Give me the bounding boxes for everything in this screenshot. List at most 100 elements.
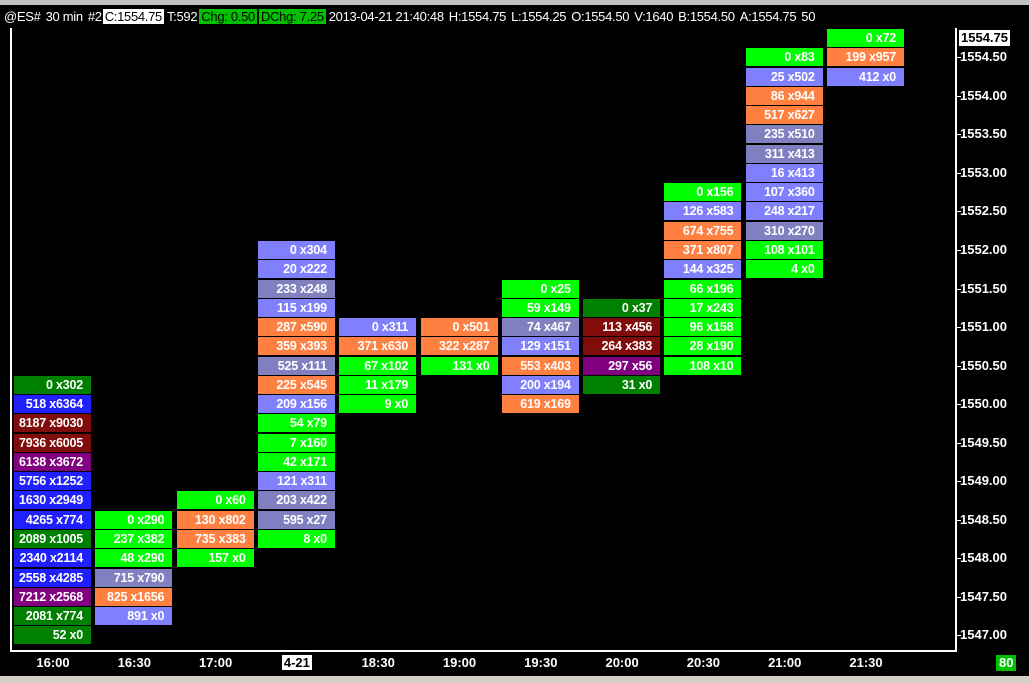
price-label: 1554.00 xyxy=(960,87,1007,103)
footprint-cell: 20 x222 xyxy=(257,260,335,279)
price-tick xyxy=(957,249,961,251)
footprint-chart-area[interactable] xyxy=(10,28,957,652)
footprint-cell: 144 x325 xyxy=(664,260,742,279)
footprint-cell: 11 x179 xyxy=(339,375,417,394)
price-label: 1554.50 xyxy=(960,49,1007,65)
price-label: 1551.50 xyxy=(960,280,1007,296)
footprint-cell: 200 x194 xyxy=(501,375,579,394)
footprint-cell: 86 x944 xyxy=(745,86,823,105)
price-tick xyxy=(957,288,961,290)
footprint-cell: 287 x590 xyxy=(257,318,335,337)
price-tick xyxy=(957,481,961,483)
time-label: 21:30 xyxy=(849,655,883,670)
footprint-cell: 0 x72 xyxy=(827,29,904,47)
price-tick xyxy=(957,635,961,637)
footprint-cell: 735 x383 xyxy=(176,530,254,549)
horizontal-scrollbar[interactable] xyxy=(0,676,1029,683)
footprint-cell: 237 x382 xyxy=(95,530,173,549)
footprint-cell: 54 x79 xyxy=(257,414,335,433)
price-tick xyxy=(957,596,961,598)
footprint-cell: 0 x304 xyxy=(257,240,335,259)
footprint-cell: 311 x413 xyxy=(745,144,823,163)
close-price: C:1554.75 xyxy=(102,8,164,24)
ask: A:1554.75 xyxy=(739,8,797,24)
price-label: 1553.50 xyxy=(960,126,1007,142)
footprint-cell: 0 x37 xyxy=(583,298,661,317)
price-tick xyxy=(957,519,961,521)
footprint-cell: 42 x171 xyxy=(257,452,335,471)
truncated-text: 50 xyxy=(801,8,816,24)
price-tick xyxy=(957,172,961,174)
datetime: 2013-04-21 21:40:48 xyxy=(328,8,444,24)
footprint-cell: 2558 x4285 xyxy=(14,568,91,587)
chart-number: #2 xyxy=(87,8,102,24)
footprint-cell: 0 x156 xyxy=(664,183,742,202)
footprint-cell: 108 x10 xyxy=(664,356,742,375)
footprint-cell: 7936 x6005 xyxy=(14,433,91,452)
chart-status-bar: @ES# 30 min #2 C:1554.75 T:592 Chg: 0.50… xyxy=(0,5,958,27)
window-top-border xyxy=(0,0,1029,5)
footprint-cell: 115 x199 xyxy=(257,298,335,317)
footprint-cell: 1630 x2949 xyxy=(14,491,91,510)
footprint-cell: 310 x270 xyxy=(745,221,823,240)
footprint-cell: 0 x302 xyxy=(14,375,91,394)
symbol: @ES# xyxy=(4,8,41,24)
footprint-cell: 225 x545 xyxy=(257,375,335,394)
open: O:1554.50 xyxy=(571,8,630,24)
bid: B:1554.50 xyxy=(678,8,735,24)
footprint-cell: 0 x311 xyxy=(339,318,417,337)
footprint-cell: 619 x169 xyxy=(501,395,579,414)
price-tick xyxy=(957,365,961,367)
price-label: 1550.00 xyxy=(960,396,1007,412)
footprint-cell: 96 x158 xyxy=(664,318,742,337)
price-label: 1548.50 xyxy=(960,511,1007,527)
daily-change: DChg: 7.25 xyxy=(258,8,326,24)
ticks: T:592 xyxy=(166,8,198,24)
footprint-cell: 157 x0 xyxy=(176,549,254,568)
price-tick xyxy=(957,558,961,560)
bar-count-badge: 80 xyxy=(996,655,1017,671)
footprint-cell: 4265 x774 xyxy=(14,510,91,529)
time-label: 4-21 xyxy=(281,655,312,670)
price-label: 1548.00 xyxy=(960,550,1007,566)
interval: 30 min xyxy=(45,8,84,24)
footprint-cell: 525 x111 xyxy=(257,356,335,375)
footprint-cell: 199 x957 xyxy=(827,48,904,67)
price-tick xyxy=(957,404,961,406)
footprint-cell: 674 x755 xyxy=(664,221,742,240)
footprint-cell: 107 x360 xyxy=(745,183,823,202)
price-label: 1552.00 xyxy=(960,241,1007,257)
footprint-cell: 52 x0 xyxy=(14,626,91,645)
footprint-cell: 359 x393 xyxy=(257,337,335,356)
footprint-cell: 108 x101 xyxy=(745,240,823,259)
price-label: 1549.50 xyxy=(960,434,1007,450)
footprint-cell: 7 x160 xyxy=(257,433,335,452)
footprint-cell: 7212 x2568 xyxy=(14,587,91,606)
footprint-cell: 412 x0 xyxy=(827,67,904,86)
price-label: 1547.00 xyxy=(960,627,1007,643)
footprint-cell: 59 x149 xyxy=(501,298,579,317)
footprint-cell: 9 x0 xyxy=(339,395,417,414)
footprint-cell: 264 x383 xyxy=(583,337,661,356)
current-price-marker: 1554.75 xyxy=(959,30,1010,46)
footprint-cell: 121 x311 xyxy=(257,472,335,491)
footprint-cell: 31 x0 xyxy=(583,375,661,394)
footprint-cell: 2089 x1005 xyxy=(14,530,91,549)
footprint-cell: 371 x630 xyxy=(339,337,417,356)
footprint-cell: 66 x196 xyxy=(664,279,742,298)
footprint-cell: 297 x56 xyxy=(583,356,661,375)
footprint-cell: 126 x583 xyxy=(664,202,742,221)
footprint-cell: 203 x422 xyxy=(257,491,335,510)
price-tick xyxy=(957,95,961,97)
time-label: 19:30 xyxy=(524,655,558,670)
footprint-cell: 517 x627 xyxy=(745,106,823,125)
footprint-cell: 67 x102 xyxy=(339,356,417,375)
footprint-cell: 518 x6364 xyxy=(14,395,91,414)
footprint-cell: 131 x0 xyxy=(420,356,498,375)
footprint-cell: 0 x83 xyxy=(745,48,823,67)
footprint-cell: 16 x413 xyxy=(745,163,823,182)
footprint-cell: 233 x248 xyxy=(257,279,335,298)
price-label: 1553.00 xyxy=(960,164,1007,180)
footprint-cell: 113 x456 xyxy=(583,318,661,337)
price-tick xyxy=(957,327,961,329)
